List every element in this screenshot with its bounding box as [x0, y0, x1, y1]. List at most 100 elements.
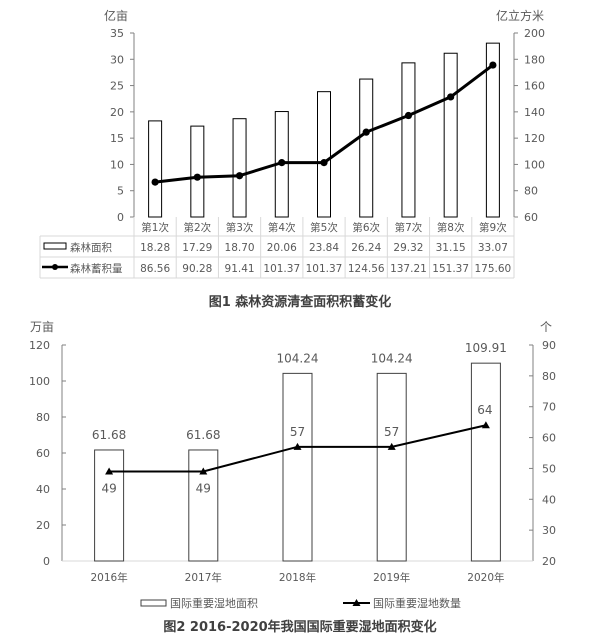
bar-wetland-area: [282, 372, 313, 562]
marker-triangle: [199, 467, 208, 475]
marker-circle: [320, 159, 328, 167]
left-axis-tick-label: 25: [110, 80, 124, 93]
marker-circle: [447, 93, 455, 101]
table-cell-stock: 101.37: [263, 263, 300, 275]
table-cell-area: 23.84: [309, 242, 339, 254]
table-cell-stock: 86.56: [140, 263, 170, 275]
line-data-label: 57: [384, 425, 399, 439]
right-axis-tick-label: 140: [524, 106, 545, 119]
right-axis-tick-label: 160: [524, 80, 545, 93]
left-axis-tick-label: 120: [29, 339, 50, 352]
category-label: 第1次: [141, 221, 169, 234]
category-label: 第6次: [352, 221, 380, 234]
line-data-label: 49: [101, 482, 116, 496]
marker-circle: [362, 128, 370, 136]
category-label: 第8次: [437, 221, 465, 234]
marker-circle: [489, 61, 497, 69]
table-cell-area: 29.32: [393, 242, 423, 254]
bar-data-label: 61.68: [186, 428, 220, 442]
right-axis-tick-label: 80: [542, 370, 556, 383]
category-label: 2018年: [279, 571, 316, 584]
line-data-label: 49: [196, 482, 211, 496]
legend-label: 国际重要湿地面积: [170, 596, 258, 610]
chart2-title: 图2 2016-2020年我国国际重要湿地面积变化: [163, 619, 436, 635]
bar-forest-area: [401, 62, 416, 218]
right-axis-tick-label: 120: [524, 132, 545, 145]
left-axis-unit: 亿亩: [104, 8, 128, 23]
category-label: 2020年: [467, 571, 504, 584]
marker-circle: [193, 173, 201, 181]
bar-wetland-area: [376, 372, 407, 562]
right-axis-tick-label: 180: [524, 53, 545, 66]
right-axis-tick-label: 60: [524, 211, 538, 224]
category-label: 2016年: [90, 571, 127, 584]
left-axis-tick-label: 60: [36, 447, 50, 460]
marker-circle: [235, 172, 244, 180]
chart1: 亿亩 亿立方米 0 5 10 15 20 25 30 35 60 80 100 120 140 160 180 2…: [39, 8, 545, 310]
right-axis-tick-label: 20: [542, 555, 556, 568]
right-axis-tick-label: 200: [524, 27, 545, 40]
left-axis-tick-label: 80: [36, 411, 50, 424]
left-axis-tick-label: 5: [117, 185, 124, 198]
category-label: 第9次: [479, 221, 507, 234]
left-axis-tick-label: 15: [110, 132, 124, 145]
bar-data-label: 61.68: [92, 428, 126, 442]
table-cell-stock: 101.37: [306, 263, 343, 275]
right-axis-tick-label: 90: [542, 339, 556, 352]
left-axis-tick-label: 0: [117, 211, 124, 224]
line-data-label: 57: [290, 425, 305, 439]
marker-triangle: [387, 442, 396, 450]
bar-forest-area: [190, 125, 205, 218]
left-axis-tick-label: 35: [110, 27, 124, 40]
table-cell-stock: 91.41: [225, 263, 255, 275]
left-axis-tick-label: 100: [29, 375, 50, 388]
bar-forest-area: [148, 120, 163, 218]
table-cell-stock: 124.56: [348, 263, 385, 275]
marker-triangle: [105, 467, 114, 475]
right-axis-tick-label: 70: [542, 401, 556, 414]
category-label: 第5次: [310, 221, 338, 234]
table-cell-area: 26.24: [351, 242, 381, 254]
table-row-label: 森林蓄积量: [70, 262, 123, 275]
marker-triangle: [293, 442, 302, 450]
legend-marker-triangle: [352, 599, 361, 606]
left-axis-tick-label: 30: [110, 53, 124, 66]
legend-bar-key: [43, 242, 67, 250]
right-axis-tick-label: 100: [524, 158, 545, 171]
bar-forest-area: [359, 78, 374, 218]
right-axis-unit: 个: [540, 320, 552, 334]
right-axis-unit: 亿立方米: [496, 8, 544, 23]
marker-circle: [404, 111, 413, 120]
bar-data-label: 104.24: [277, 351, 319, 365]
category-label: 第2次: [183, 221, 211, 234]
line-data-label: 64: [477, 403, 492, 417]
marker-triangle: [481, 421, 490, 429]
bar-wetland-area: [188, 449, 219, 562]
bar-forest-area: [317, 91, 331, 218]
legend-label: 国际重要湿地数量: [373, 596, 461, 610]
category-label: 第4次: [268, 221, 296, 234]
category-label: 第3次: [226, 221, 254, 234]
bar-data-label: 104.24: [371, 351, 413, 365]
table-cell-area: 18.28: [140, 242, 170, 254]
table-cell-area: 20.06: [267, 242, 297, 254]
legend-marker-circle: [52, 264, 58, 270]
bar-forest-area: [232, 118, 247, 218]
right-axis-tick-label: 40: [542, 493, 556, 506]
left-axis-tick-label: 20: [36, 519, 50, 532]
right-axis-tick-label: 50: [542, 462, 556, 475]
left-axis-tick-label: 0: [43, 555, 50, 568]
right-axis-tick-label: 30: [542, 524, 556, 537]
chart1-title: 图1 森林资源清查面积积蓄变化: [209, 294, 392, 310]
right-axis-tick-label: 80: [524, 185, 538, 198]
right-axis-tick-label: 60: [542, 432, 556, 445]
bar-data-label: 109.91: [465, 341, 507, 355]
table-row-label: 森林面积: [70, 241, 112, 254]
bar-forest-area: [443, 52, 458, 218]
bar-wetland-area: [94, 449, 125, 562]
table-cell-area: 31.15: [436, 242, 466, 254]
category-label: 第7次: [395, 221, 423, 234]
category-label: 2019年: [373, 571, 410, 584]
chart2: 万亩 个 0 20 40 60 80 100 120 20 30 40 50 60 70 80 90 61.68 2…: [29, 319, 556, 635]
